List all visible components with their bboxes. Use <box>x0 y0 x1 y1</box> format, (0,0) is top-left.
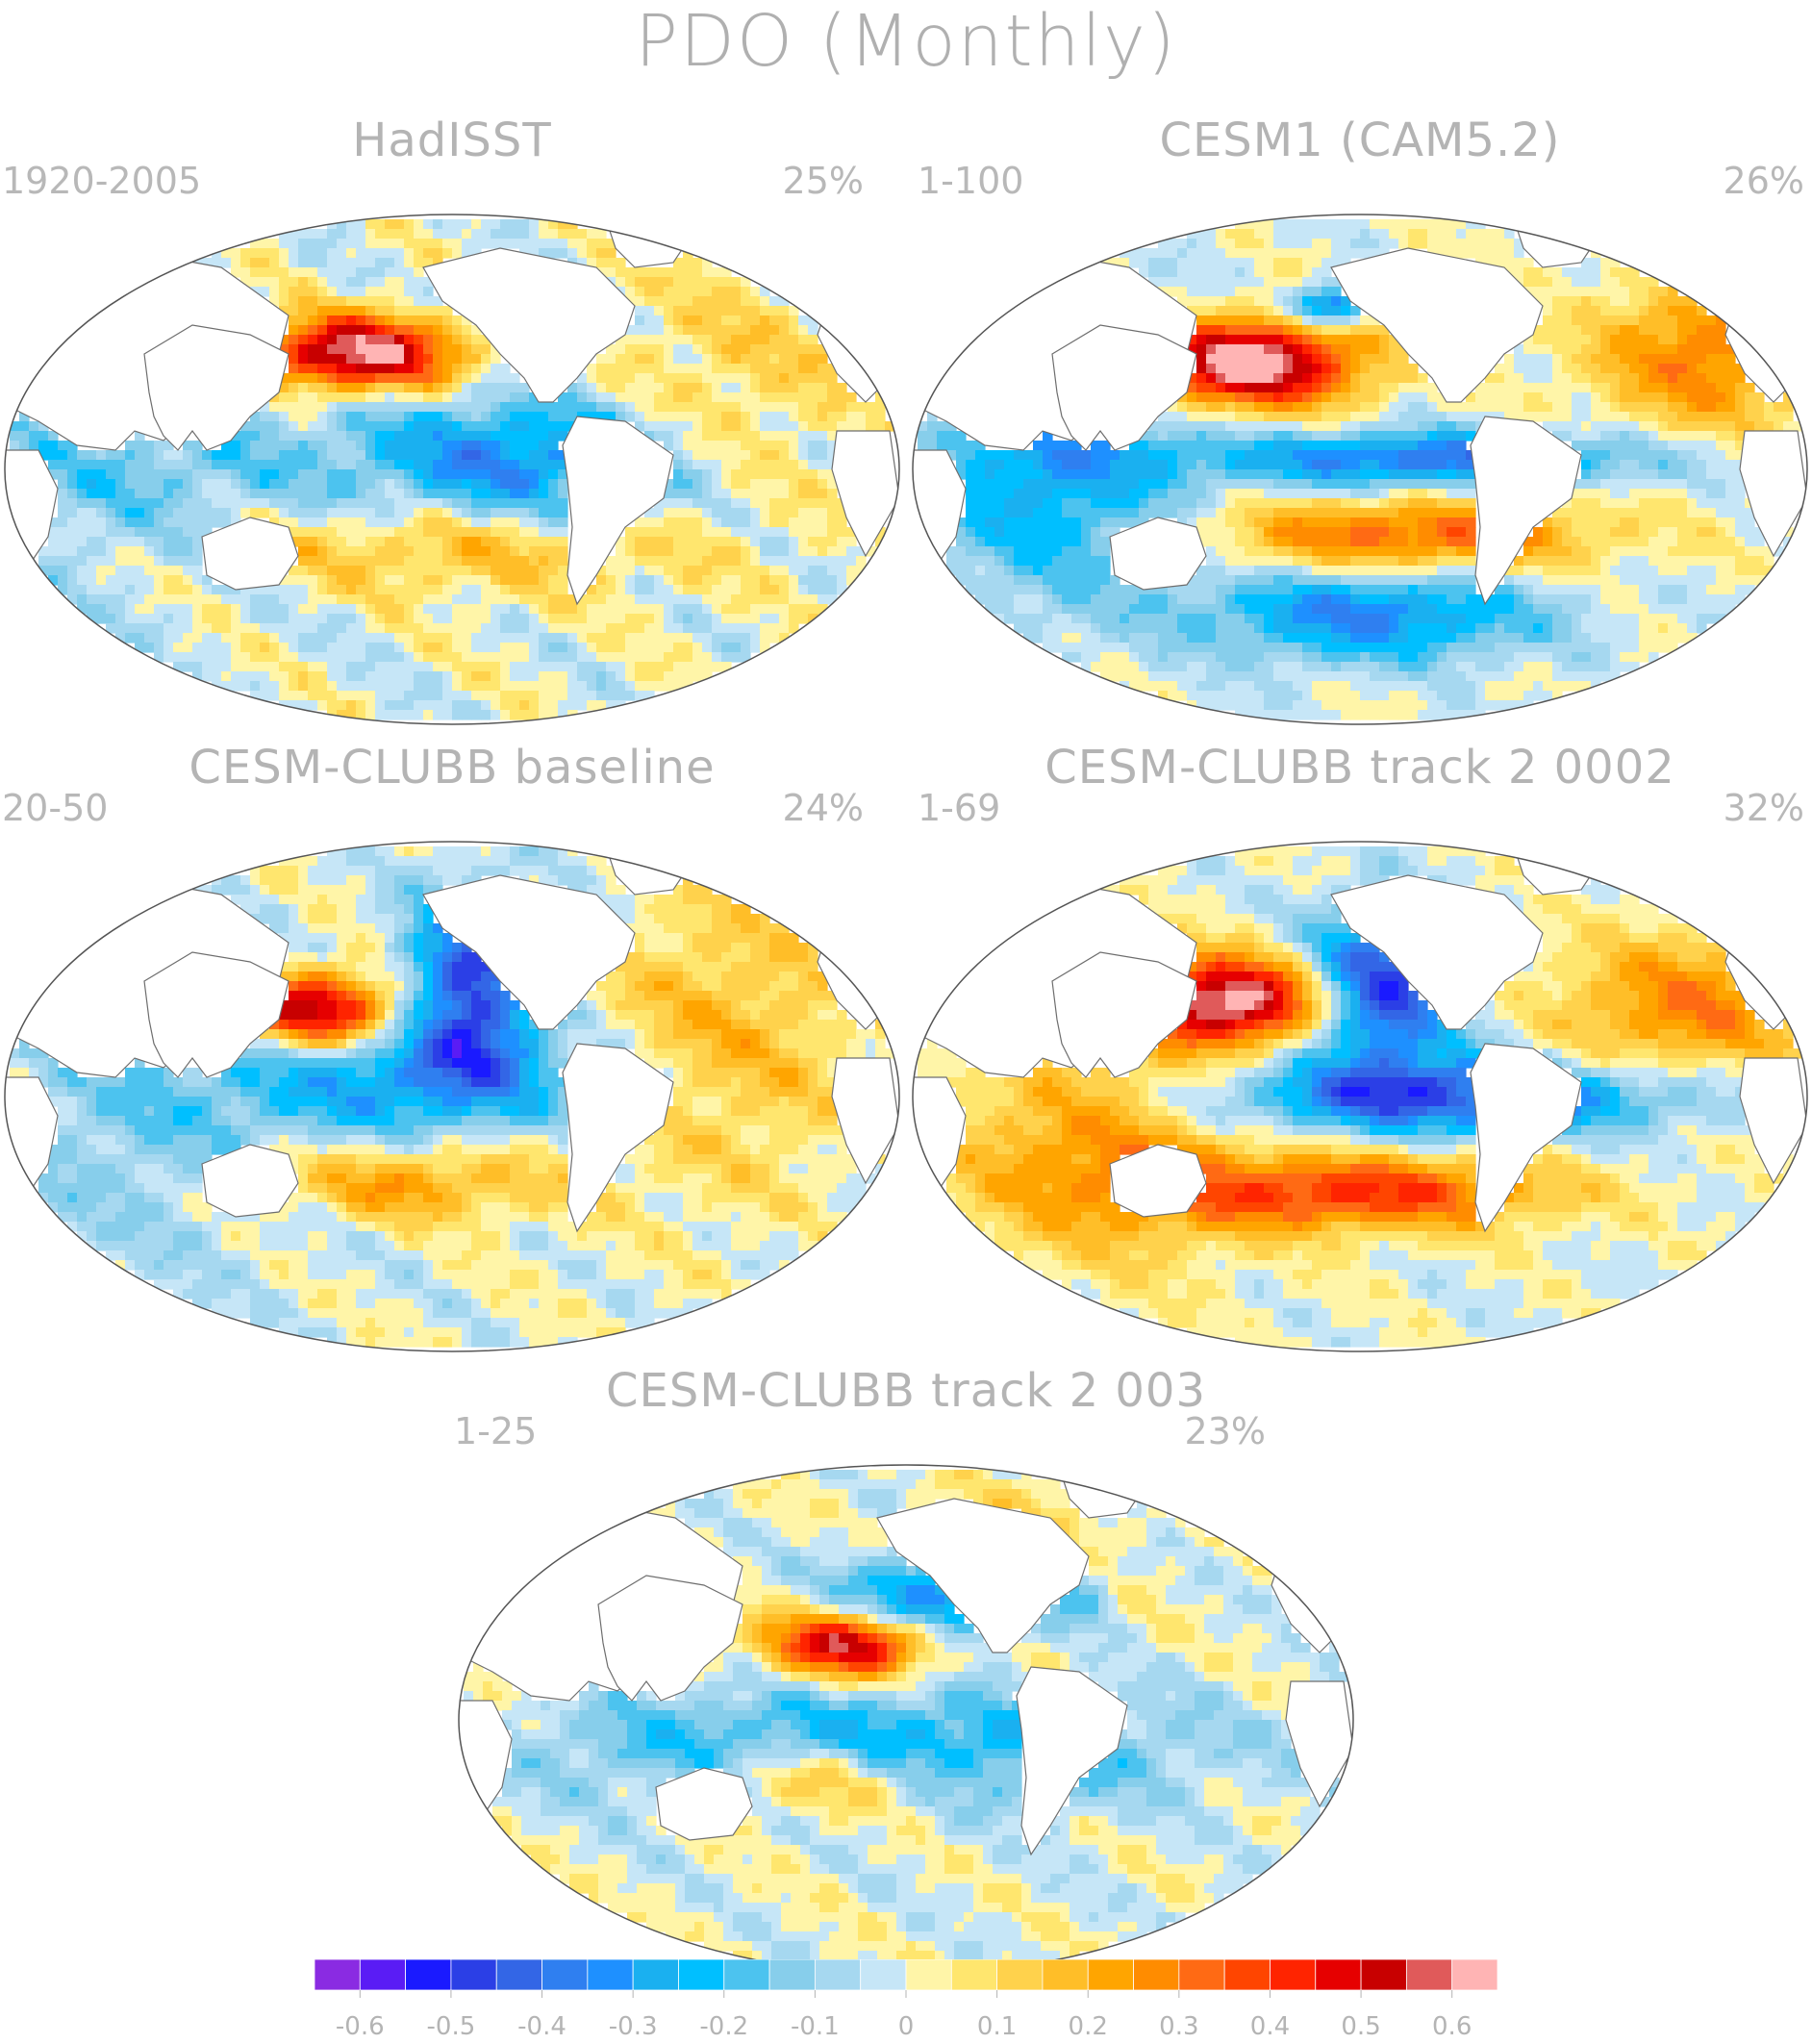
land-mass <box>562 416 674 606</box>
land-mass <box>143 951 289 1078</box>
colorbar-bin <box>678 1959 725 1991</box>
colorbar-bin <box>1405 1959 1453 1991</box>
colorbar-bin <box>1315 1959 1362 1991</box>
panel-years: 1-100 <box>918 160 1024 202</box>
land-mass <box>1051 324 1197 451</box>
panel-variance-percent: 25% <box>782 160 864 202</box>
colorbar-bin <box>1178 1959 1225 1991</box>
panel-variance-percent: 32% <box>1723 787 1804 829</box>
map-panel-cesm1: CESM1 (CAM5.2) 1-100 26% <box>908 114 1812 729</box>
land-mass <box>201 517 299 591</box>
map-panel-clubb-track2-0002: CESM-CLUBB track 2 0002 1-69 32% <box>908 741 1812 1356</box>
colorbar-bin <box>1360 1959 1407 1991</box>
colorbar-tick-label: 0.3 <box>1159 2012 1199 2041</box>
map-panel-clubb-baseline: CESM-CLUBB baseline 20-50 24% <box>0 741 904 1356</box>
land-mass <box>1330 874 1544 1030</box>
land-mass <box>1285 1680 1353 1808</box>
panel-title: CESM-CLUBB baseline <box>189 741 716 795</box>
sst-field <box>918 219 1803 720</box>
panel-years: 1920-2005 <box>2 160 202 202</box>
colorbar-tick-label: 0.5 <box>1341 2012 1381 2041</box>
colorbar-bin <box>632 1959 679 1991</box>
panel-title: HadISST <box>352 114 552 167</box>
colorbar-bin <box>541 1959 589 1991</box>
sst-field <box>10 219 895 720</box>
land-mass <box>1739 1057 1807 1185</box>
colorbar-tick-label: 0.2 <box>1068 2012 1108 2041</box>
land-mass <box>831 1057 899 1185</box>
sst-field <box>464 1470 1349 1971</box>
panel-title: CESM-CLUBB track 2 0002 <box>1044 741 1675 795</box>
panel-variance-percent: 24% <box>782 787 864 829</box>
colorbar-bin <box>950 1959 998 1991</box>
land-mass <box>201 1144 299 1218</box>
colorbar-bin <box>1223 1959 1271 1991</box>
land-mass <box>1109 517 1207 591</box>
sst-pattern-map <box>4 214 900 725</box>
colorbar-bin <box>1087 1959 1134 1991</box>
colorbar-bin <box>405 1959 452 1991</box>
colorbar-bin <box>996 1959 1044 1991</box>
colorbar-tick-label: -0.3 <box>608 2012 658 2041</box>
land-mass <box>422 874 636 1030</box>
colorbar-tick-label: -0.2 <box>699 2012 749 2041</box>
colorbar-tick-label: -0.6 <box>335 2012 385 2041</box>
colorbar-tick-label: -0.1 <box>791 2012 840 2041</box>
colorbar-tick-label: -0.4 <box>517 2012 566 2041</box>
colorbar-bin <box>359 1959 407 1991</box>
land-mass <box>597 1575 743 1702</box>
land-mass <box>1330 247 1544 403</box>
colorbar-bin <box>450 1959 497 1991</box>
map-border <box>912 214 1808 725</box>
sst-pattern-map <box>458 1464 1354 1976</box>
map-panel-hadisst: HadISST 1920-2005 25% <box>0 114 904 729</box>
panel-variance-percent: 26% <box>1723 160 1804 202</box>
land-mass <box>1109 1144 1207 1218</box>
land-mass <box>422 247 636 403</box>
colorbar-bin <box>1133 1959 1180 1991</box>
map-border <box>4 841 900 1352</box>
colorbar-bin <box>1451 1959 1497 1991</box>
colorbar-bin <box>1042 1959 1089 1991</box>
land-mass <box>1016 1666 1128 1856</box>
colorbar-tick-label: 0 <box>897 2012 915 2041</box>
land-mass <box>831 430 899 558</box>
panel-variance-percent: 23% <box>1184 1410 1266 1452</box>
colorbar <box>315 1959 1497 1998</box>
panel-years: 20-50 <box>2 787 109 829</box>
colorbar-tick-label: 0.6 <box>1432 2012 1472 2041</box>
figure-title: PDO (Monthly) <box>635 0 1177 83</box>
colorbar-bin <box>315 1959 361 1991</box>
panel-title: CESM-CLUBB track 2 003 <box>606 1364 1206 1418</box>
colorbar-tick-label: 0.1 <box>976 2012 1018 2041</box>
sst-pattern-map <box>912 214 1808 725</box>
colorbar-bin <box>1270 1959 1317 1991</box>
map-border <box>4 214 900 725</box>
colorbar-bin <box>905 1959 952 1991</box>
land-mass <box>1470 416 1582 606</box>
land-mass <box>143 324 289 451</box>
colorbar-bin <box>860 1959 907 1991</box>
colorbar-bin <box>495 1959 542 1991</box>
land-mass <box>876 1498 1090 1653</box>
land-mass <box>1739 430 1807 558</box>
panel-title: CESM1 (CAM5.2) <box>1159 114 1561 167</box>
colorbar-bin <box>723 1959 770 1991</box>
sst-pattern-map <box>912 841 1808 1352</box>
land-mass <box>655 1767 753 1841</box>
map-border <box>912 841 1808 1352</box>
land-mass <box>1051 951 1197 1078</box>
land-mass <box>1470 1043 1582 1233</box>
map-panel-clubb-track2-003: CESM-CLUBB track 2 003 1-25 23% <box>454 1364 1358 1980</box>
panel-years: 1-69 <box>918 787 1001 829</box>
panel-years: 1-25 <box>454 1410 538 1452</box>
colorbar-bin <box>587 1959 634 1991</box>
colorbar-bin <box>814 1959 862 1991</box>
colorbar-tick-label: -0.5 <box>426 2012 476 2041</box>
sst-field <box>918 846 1803 1348</box>
colorbar-tick-label: 0.4 <box>1249 2012 1291 2041</box>
sst-pattern-map <box>4 841 900 1352</box>
colorbar-bin <box>768 1959 816 1991</box>
land-mass <box>562 1043 674 1233</box>
